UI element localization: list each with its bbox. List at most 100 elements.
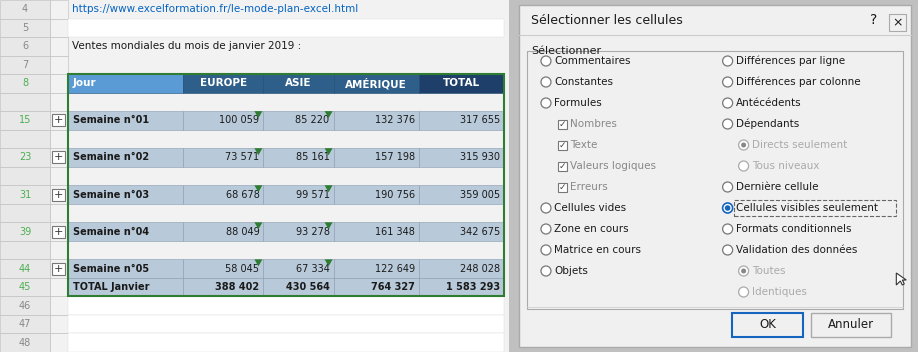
Text: 99 571: 99 571	[296, 189, 330, 200]
Text: ?: ?	[869, 13, 877, 27]
Circle shape	[722, 77, 733, 87]
Text: Différences par colonne: Différences par colonne	[735, 77, 860, 87]
Bar	[184, 148, 263, 167]
Text: 430 564: 430 564	[285, 282, 330, 292]
Circle shape	[739, 287, 748, 297]
Text: OK: OK	[759, 319, 776, 332]
Text: Semaine n°02: Semaine n°02	[73, 152, 149, 163]
Text: 157 198: 157 198	[375, 152, 415, 163]
Text: ✓: ✓	[559, 119, 566, 128]
Bar	[333, 185, 419, 204]
Bar	[333, 148, 419, 167]
Bar	[419, 111, 504, 130]
Text: 388 402: 388 402	[216, 282, 260, 292]
Text: 46: 46	[19, 301, 31, 311]
Text: 7: 7	[22, 60, 28, 70]
Bar	[419, 185, 504, 204]
Text: ✓: ✓	[559, 182, 566, 191]
Bar	[68, 74, 184, 93]
Text: +: +	[54, 115, 63, 125]
Text: 4: 4	[22, 4, 28, 14]
Bar	[50, 148, 68, 167]
Text: Nombres: Nombres	[570, 119, 617, 129]
Bar	[0, 56, 50, 74]
Text: 6: 6	[22, 41, 28, 51]
Text: 23: 23	[18, 152, 31, 163]
Circle shape	[541, 266, 551, 276]
Text: Constantes: Constantes	[554, 77, 613, 87]
Bar	[50, 37, 68, 56]
Bar	[52, 263, 65, 275]
Bar	[733, 200, 896, 216]
Bar	[0, 130, 50, 148]
Bar	[263, 74, 333, 93]
Bar	[50, 278, 68, 296]
Bar	[0, 0, 50, 19]
Bar	[68, 185, 184, 204]
Polygon shape	[325, 185, 332, 192]
Text: Erreurs: Erreurs	[570, 182, 608, 192]
Bar	[263, 222, 333, 241]
Bar	[812, 313, 891, 337]
Bar	[184, 185, 263, 204]
Bar	[0, 19, 50, 37]
Polygon shape	[325, 222, 332, 229]
Text: Formats conditionnels: Formats conditionnels	[735, 224, 851, 234]
Text: 764 327: 764 327	[371, 282, 415, 292]
Bar	[0, 185, 50, 204]
Circle shape	[722, 119, 733, 129]
Text: Antécédents: Antécédents	[735, 98, 801, 108]
Circle shape	[739, 140, 748, 150]
Bar	[333, 111, 419, 130]
Text: Zone en cours: Zone en cours	[554, 224, 629, 234]
Bar	[0, 204, 50, 222]
Bar	[52, 226, 65, 238]
Circle shape	[722, 98, 733, 108]
Bar	[263, 278, 333, 296]
Text: TOTAL: TOTAL	[442, 78, 480, 88]
Circle shape	[739, 266, 748, 276]
Bar	[52, 114, 65, 126]
Bar	[52, 189, 65, 201]
Text: Dépendants: Dépendants	[735, 119, 799, 129]
Bar	[558, 120, 567, 129]
Bar	[0, 333, 50, 352]
Text: 132 376: 132 376	[375, 115, 415, 125]
Bar	[184, 222, 263, 241]
Text: Objets: Objets	[554, 266, 588, 276]
Text: ✓: ✓	[559, 162, 566, 170]
Bar	[68, 19, 504, 37]
Text: 39: 39	[19, 227, 31, 237]
Text: Annuler: Annuler	[828, 319, 875, 332]
Bar	[0, 259, 50, 278]
Polygon shape	[896, 273, 906, 285]
Text: Semaine n°04: Semaine n°04	[73, 227, 149, 237]
Text: 88 049: 88 049	[226, 227, 260, 237]
Text: Dernière cellule: Dernière cellule	[735, 182, 818, 192]
Bar	[184, 278, 263, 296]
Bar	[419, 278, 504, 296]
Text: 342 675: 342 675	[460, 227, 500, 237]
Bar	[0, 93, 50, 111]
Bar	[68, 111, 184, 130]
Bar	[50, 130, 68, 148]
Text: +: +	[54, 227, 63, 237]
Text: 68 678: 68 678	[226, 189, 260, 200]
Bar	[50, 259, 68, 278]
Bar	[68, 315, 504, 333]
Bar	[50, 56, 68, 74]
Bar	[0, 222, 50, 241]
Text: 93 278: 93 278	[296, 227, 330, 237]
Bar	[52, 151, 65, 163]
Bar	[50, 111, 68, 130]
Text: ×: ×	[892, 16, 903, 29]
Bar	[263, 148, 333, 167]
Bar	[419, 148, 504, 167]
Text: 15: 15	[18, 115, 31, 125]
Bar	[68, 259, 184, 278]
Text: 47: 47	[18, 319, 31, 329]
Bar	[890, 14, 906, 31]
Text: Sélectionner: Sélectionner	[531, 46, 601, 56]
Bar	[68, 296, 504, 315]
Text: 317 655: 317 655	[460, 115, 500, 125]
